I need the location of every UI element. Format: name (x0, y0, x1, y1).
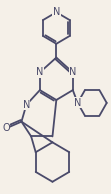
Text: N: N (23, 100, 30, 110)
Text: N: N (53, 7, 60, 17)
Text: N: N (36, 67, 44, 77)
Text: N: N (74, 98, 81, 108)
Text: O: O (2, 123, 10, 133)
Text: N: N (69, 67, 76, 77)
